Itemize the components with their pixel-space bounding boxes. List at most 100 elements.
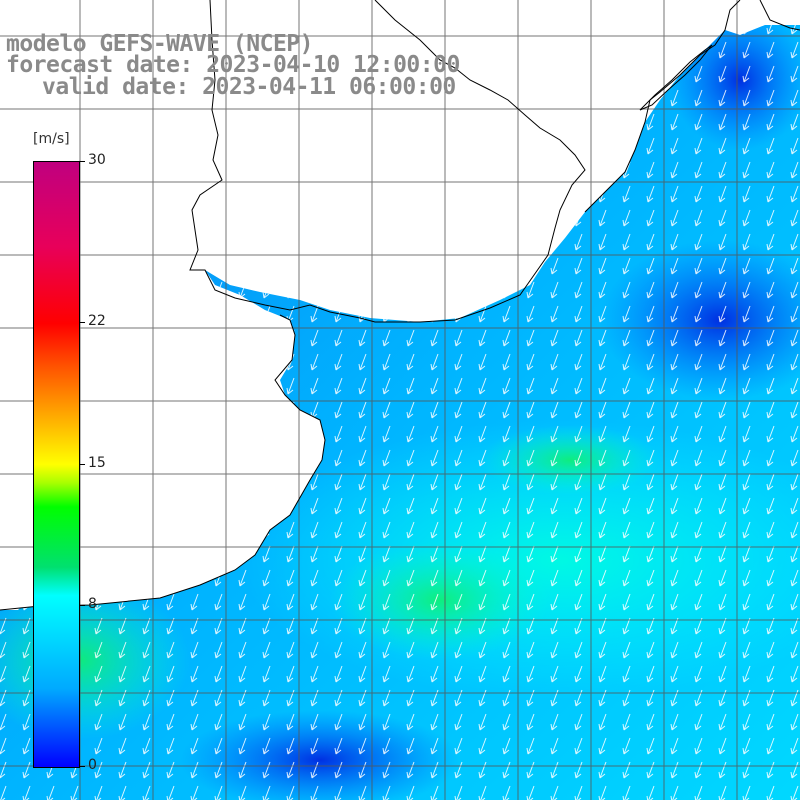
- wind-arrow: [262, 761, 271, 779]
- wind-arrow: [574, 521, 583, 539]
- wind-arrow: [502, 25, 511, 35]
- wind-arrow: [550, 137, 559, 155]
- wind-arrow: [742, 281, 751, 299]
- wind-arrow: [214, 665, 223, 683]
- wind-arrow: [22, 353, 31, 371]
- wind-arrow: [310, 257, 319, 275]
- wind-arrow: [310, 305, 319, 323]
- wind-arrow: [694, 473, 703, 491]
- wind-arrow: [94, 569, 103, 587]
- wind-arrow: [718, 257, 727, 275]
- wind-arrow: [646, 785, 655, 800]
- wind-arrow: [214, 713, 223, 731]
- wind-arrow: [598, 65, 607, 83]
- wind-arrow: [454, 401, 463, 419]
- wind-arrow: [358, 185, 367, 203]
- wind-arrow: [670, 761, 679, 779]
- wind-arrow: [622, 497, 631, 515]
- wind-arrow: [718, 305, 727, 323]
- wind-arrow: [70, 137, 79, 155]
- wind-arrow: [718, 233, 727, 251]
- wind-arrow: [766, 25, 775, 35]
- wind-arrow: [430, 209, 439, 227]
- wind-arrow: [262, 497, 271, 515]
- wind-arrow: [478, 665, 487, 683]
- wind-arrow: [526, 281, 535, 299]
- wind-arrow: [550, 737, 559, 755]
- wind-arrow: [334, 233, 343, 251]
- wind-arrow: [646, 449, 655, 467]
- wind-arrow: [790, 569, 799, 587]
- wind-arrow: [406, 353, 415, 371]
- wind-arrow: [22, 377, 31, 395]
- wind-arrow: [646, 137, 655, 155]
- wind-arrow: [166, 209, 175, 227]
- wind-arrow: [214, 473, 223, 491]
- wind-arrow: [598, 353, 607, 371]
- wind-arrow: [22, 497, 31, 515]
- wind-arrow: [766, 425, 775, 443]
- wind-arrow: [214, 617, 223, 635]
- wind-arrow: [478, 377, 487, 395]
- wind-arrow: [694, 521, 703, 539]
- wind-arrow: [526, 449, 535, 467]
- wind-arrow: [622, 785, 631, 800]
- wind-arrow: [310, 329, 319, 347]
- wind-arrow: [430, 137, 439, 155]
- wind-arrow: [478, 641, 487, 659]
- wind-arrow: [0, 353, 7, 371]
- wind-arrow: [478, 305, 487, 323]
- wind-arrow: [454, 473, 463, 491]
- wind-arrow: [406, 497, 415, 515]
- wind-arrow: [694, 281, 703, 299]
- coastline: [189, 0, 586, 323]
- wind-arrow: [766, 545, 775, 563]
- wind-arrow: [598, 737, 607, 755]
- wind-arrow: [382, 329, 391, 347]
- wind-arrow: [646, 257, 655, 275]
- wind-arrow: [382, 137, 391, 155]
- wind-arrow: [622, 761, 631, 779]
- wind-arrow: [718, 761, 727, 779]
- wind-arrow: [142, 665, 151, 683]
- wind-arrow: [718, 137, 727, 155]
- wind-arrow: [526, 497, 535, 515]
- wind-arrow: [598, 305, 607, 323]
- wind-arrow: [766, 617, 775, 635]
- wind-arrow: [166, 329, 175, 347]
- wind-arrow: [430, 545, 439, 563]
- wind-arrow: [334, 137, 343, 155]
- wind-arrow: [574, 737, 583, 755]
- wind-arrow: [118, 137, 127, 155]
- wind-arrow: [766, 329, 775, 347]
- wind-arrow: [238, 497, 247, 515]
- wind-arrow: [118, 665, 127, 683]
- wind-arrow: [142, 137, 151, 155]
- wind-arrow: [166, 425, 175, 443]
- coastline-north: [759, 0, 800, 31]
- wind-arrow: [358, 161, 367, 179]
- wind-arrow: [694, 113, 703, 131]
- wind-arrow: [286, 545, 295, 563]
- wind-arrow: [406, 665, 415, 683]
- wind-arrow: [646, 641, 655, 659]
- wind-arrow: [238, 737, 247, 755]
- wind-arrow: [214, 545, 223, 563]
- wind-arrow: [22, 569, 31, 587]
- wind-arrow: [526, 425, 535, 443]
- wind-arrow: [622, 593, 631, 611]
- wind-arrow: [454, 713, 463, 731]
- wind-arrow: [406, 473, 415, 491]
- wind-arrow: [550, 497, 559, 515]
- wind-arrow: [670, 137, 679, 155]
- wind-arrow: [382, 617, 391, 635]
- wind-arrow: [646, 329, 655, 347]
- wind-arrow: [502, 113, 511, 131]
- wind-arrow: [0, 713, 7, 731]
- wind-arrow: [502, 209, 511, 227]
- wind-arrow: [166, 593, 175, 611]
- wind-arrow: [262, 785, 271, 800]
- wind-arrow: [94, 737, 103, 755]
- wind-arrow: [406, 377, 415, 395]
- wind-arrow: [622, 425, 631, 443]
